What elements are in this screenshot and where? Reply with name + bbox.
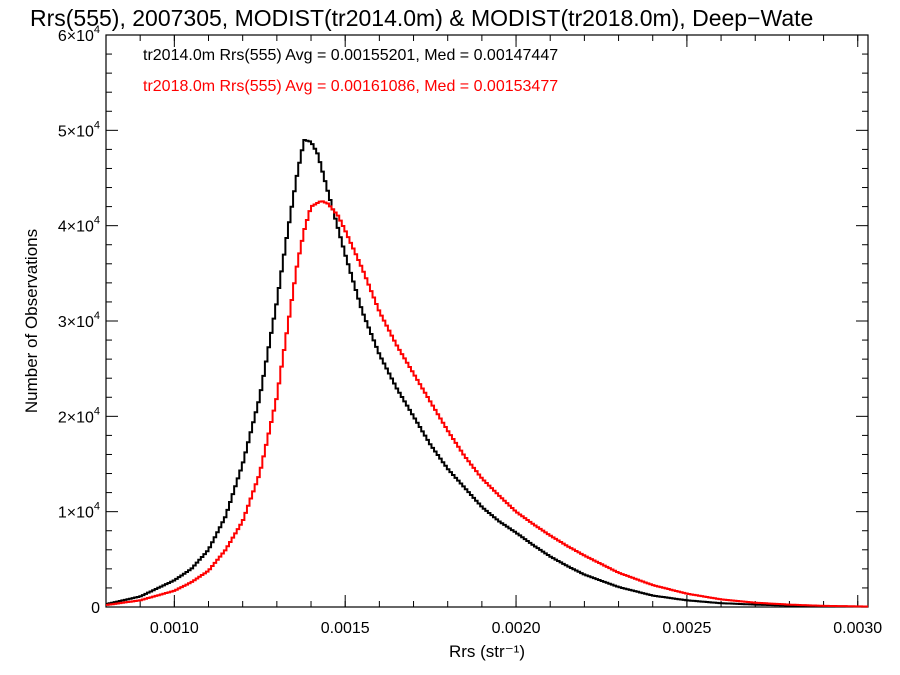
y-tick-label: 5×104 [58,119,100,140]
chart-title: Rrs(555), 2007305, MODIST(tr2014.0m) & M… [30,5,813,31]
y-tick-label: 3×104 [58,310,100,331]
x-tick-label: 0.0030 [833,620,882,637]
x-tick-label: 0.0010 [150,620,199,637]
axis-ticks: 0.0010 0.0015 0.0020 0.0025 0.0030 0 1×104 2×10… [58,24,882,637]
series-2-line [106,200,869,608]
series-1-line [106,138,869,608]
x-axis-label: Rrs (str⁻¹) [449,642,525,661]
y-tick-label: 6×104 [58,24,100,45]
y-axis-label: Number of Observations [22,229,41,413]
series-lines [106,138,869,608]
annotation-series-2: tr2018.0m Rrs(555) Avg = 0.00161086, Med… [143,78,558,95]
x-tick-label: 0.0015 [321,620,370,637]
y-tick-label: 1×104 [58,501,100,522]
y-tick-label: 2×104 [58,405,100,426]
x-tick-label: 0.0020 [492,620,541,637]
annotation-series-1: tr2014.0m Rrs(555) Avg = 0.00155201, Med… [143,47,558,64]
y-tick-label: 0 [91,600,100,617]
x-tick-label: 0.0025 [662,620,711,637]
plot-frame [105,34,869,608]
y-tick-label: 4×104 [58,215,100,236]
